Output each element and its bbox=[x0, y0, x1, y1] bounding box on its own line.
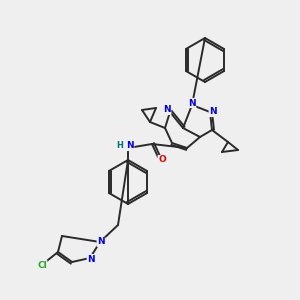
Text: N: N bbox=[126, 142, 134, 151]
Text: N: N bbox=[87, 254, 95, 263]
Text: N: N bbox=[209, 107, 217, 116]
Text: Cl: Cl bbox=[37, 260, 47, 269]
Text: N: N bbox=[188, 98, 196, 107]
Text: O: O bbox=[158, 155, 166, 164]
Text: N: N bbox=[97, 238, 105, 247]
Text: N: N bbox=[163, 106, 171, 115]
Text: H: H bbox=[117, 142, 123, 151]
